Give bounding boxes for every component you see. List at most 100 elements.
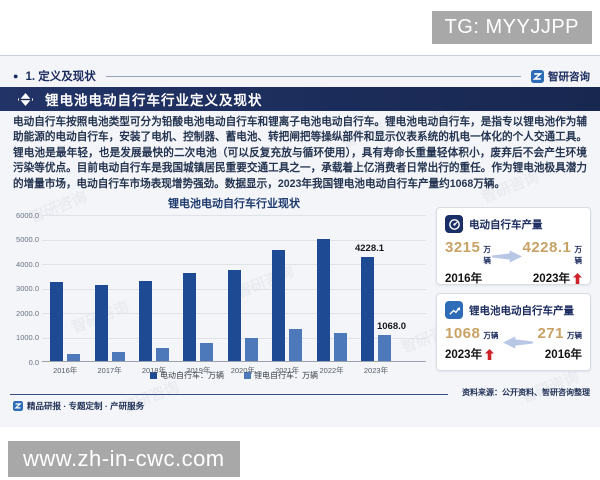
stat-unit: 万辆 [483, 245, 491, 265]
stat-box-title: 锂电池电动自行车产量 [469, 304, 574, 317]
chart-title: 锂电池电动自行车行业现状 [168, 198, 300, 210]
stat-year: 2023年 [445, 346, 498, 362]
bottom-strip: www.zh-in-cwc.com [0, 427, 600, 480]
y-axis-label: 3000.0 [16, 284, 39, 293]
footer-tagline: 精品研报 · 专题定制 · 产研服务 [13, 400, 144, 412]
brand-name: 智研咨询 [548, 70, 590, 83]
up-arrow-icon [573, 272, 582, 284]
bar-lithium-bicycle [200, 342, 214, 361]
bar-group [132, 280, 176, 361]
bar-group [309, 238, 353, 361]
y-axis-label: 4000.0 [16, 259, 39, 269]
gridline [42, 264, 426, 265]
bar-lithium-bicycle [244, 338, 258, 361]
diamond-icon [18, 92, 33, 106]
stat-year: 2016年 [445, 273, 483, 285]
legend-swatch [244, 372, 251, 379]
stat-value: 3215 [445, 239, 481, 256]
chart-legend: 电动自行车：万辆 锂电自行车：万辆 [42, 370, 426, 381]
transition-arrow-icon [492, 249, 523, 286]
telegram-watermark-badge: TG: MYYJJPP [431, 11, 592, 44]
stat-box-lithium-bicycle: 锂电池电动自行车产量 1068 万辆 2023年 [436, 293, 591, 371]
y-axis-label: 2000.0 [16, 308, 39, 318]
bar-lithium-bicycle [67, 354, 81, 361]
bar-lithium-bicycle [155, 348, 169, 361]
bar-electric-bicycle [183, 272, 197, 361]
footer-logo-icon [13, 401, 23, 411]
trend-chart-icon [445, 301, 463, 319]
meter-icon [445, 215, 463, 233]
x-axis-label: 2021年 [275, 366, 300, 375]
y-axis-label: 0.0 [28, 357, 39, 367]
legend-item: 锂电自行车：万辆 [244, 370, 318, 381]
legend-label: 锂电自行车：万辆 [254, 371, 318, 380]
y-axis-label: 6000.0 [16, 210, 39, 220]
production-bar-chart: 锂电池电动自行车行业现状 0.0 1000.0 2000.0 3000.0 4000.0… [12, 195, 426, 381]
stat-box-header: 电动自行车产量 [445, 215, 582, 233]
report-slide: 智研咨询智研咨询智研咨询智研咨询智研咨询智研咨询智研咨询智研咨询智研咨询智研咨询… [0, 55, 600, 427]
bar-electric-bicycle [138, 280, 152, 361]
stat-cell-right: 271 万辆 2016年 [537, 325, 582, 362]
stat-cell-left: 1068 万辆 2023年 [445, 325, 498, 362]
bar-electric-bicycle [316, 238, 330, 361]
stat-value: 271 [537, 325, 564, 342]
slide-title: 锂电池电动自行车行业定义及现状 [45, 93, 263, 108]
bar-electric-bicycle [94, 284, 108, 361]
stat-cell-right: 4228.1 万辆 2023年 [522, 239, 582, 286]
top-strip: TG: MYYJJPP [0, 0, 600, 55]
stat-cell-left: 3215 万辆 2016年 [445, 239, 492, 286]
slide-title-bar: 锂电池电动自行车行业定义及现状 [0, 87, 600, 111]
brand-logo: 智研咨询 [531, 69, 590, 84]
stat-unit: 万辆 [567, 331, 582, 340]
bar-lithium-bicycle [111, 352, 125, 361]
x-axis-label: 2020年 [230, 366, 255, 375]
x-axis-label: 2019年 [186, 366, 211, 375]
bar-electric-bicycle [360, 257, 374, 361]
bar-lithium-bicycle [333, 333, 347, 361]
x-axis-label: 2018年 [141, 366, 167, 375]
footer-divider [10, 394, 448, 395]
value-label: 4228.1 [354, 243, 385, 255]
x-axis-label: 2016年 [53, 366, 78, 375]
legend-swatch [150, 372, 157, 379]
bar-electric-bicycle [272, 249, 286, 361]
x-axis-label: 2022年 [319, 366, 344, 375]
legend-item: 电动自行车：万辆 [150, 370, 224, 381]
value-label: 1068.0 [376, 320, 407, 332]
stat-box-header: 锂电池电动自行车产量 [445, 301, 582, 319]
stat-value: 4228.1 [522, 239, 572, 256]
bar-lithium-bicycle [377, 334, 391, 361]
stat-panel: 电动自行车产量 3215 万辆 2016年 [436, 207, 591, 371]
source-note: 资料来源：公开资料、智研咨询整理 [462, 388, 590, 397]
x-axis-label: 2023年 [363, 366, 389, 375]
intro-paragraph: 电动自行车按照电池类型可分为铅酸电池电动自行车和锂离子电池电动自行车。锂电池电动… [13, 116, 587, 190]
stat-box-body: 3215 万辆 2016年 4228.1 [445, 239, 582, 286]
bar-electric-bicycle [50, 282, 64, 361]
stat-box-title: 电动自行车产量 [469, 218, 543, 231]
gridline [42, 239, 426, 241]
website-watermark-badge: www.zh-in-cwc.com [8, 441, 240, 477]
zhiyan-logo-icon [531, 69, 544, 83]
stat-box-electric-bicycle: 电动自行车产量 3215 万辆 2016年 [436, 207, 591, 285]
bar-group [87, 284, 131, 361]
header-divider [105, 75, 521, 77]
x-axis-label: 2017年 [97, 366, 122, 375]
section-label: 1. 定义及现状 [25, 71, 96, 83]
stat-unit: 万辆 [483, 331, 499, 340]
stat-year: 2023年 [533, 270, 582, 286]
bar-lithium-bicycle [289, 329, 303, 361]
bar-group [265, 249, 309, 361]
y-axis-label: 1000.0 [16, 333, 39, 342]
stat-unit: 万辆 [574, 245, 583, 265]
bar-group [43, 282, 87, 361]
chart-plot-area: 0.0 1000.0 2000.0 3000.0 4000.0 5000.0 6000.0 2… [16, 211, 426, 375]
bar-electric-bicycle [227, 270, 241, 361]
bar-group [354, 257, 398, 361]
bar-group [221, 270, 265, 361]
bar-group [176, 272, 220, 361]
section-header: ● 1. 定义及现状 智研咨询 [13, 66, 590, 86]
stat-box-body: 1068 万辆 2023年 271 万辆 [445, 325, 582, 362]
up-arrow-icon [485, 348, 495, 360]
stat-value: 1068 [445, 325, 481, 342]
